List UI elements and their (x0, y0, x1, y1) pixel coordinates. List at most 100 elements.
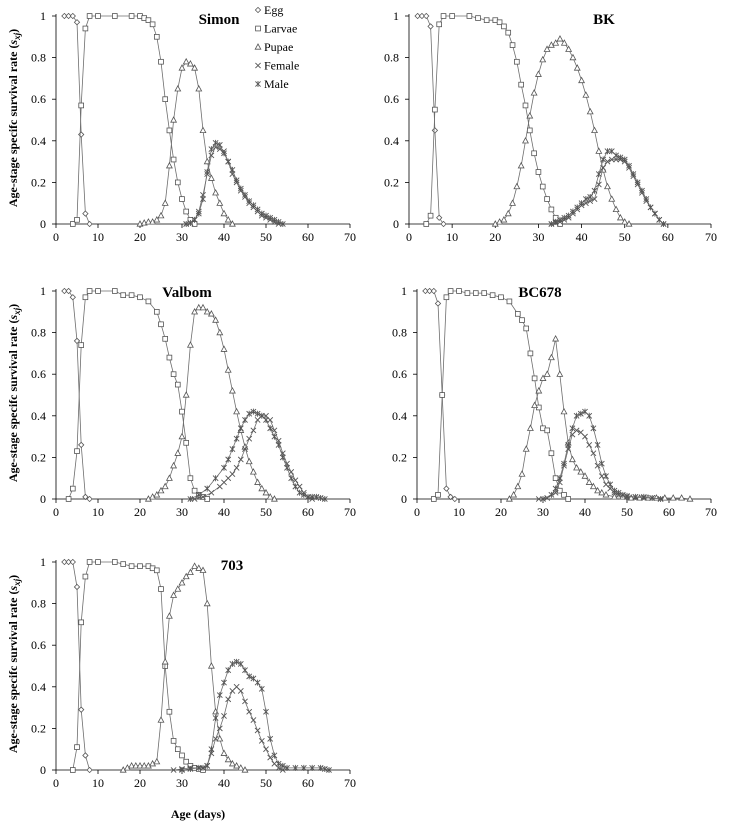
data-point-pupae (195, 84, 203, 92)
data-point-female (604, 158, 611, 165)
series-egg (414, 12, 447, 228)
data-point-female (242, 698, 248, 705)
data-point-larvae (548, 206, 555, 213)
data-point-male (604, 148, 611, 155)
data-point-female (573, 427, 580, 434)
x-tick-label: 60 (302, 776, 314, 790)
data-point-male (617, 154, 624, 161)
data-point-pupae (199, 566, 207, 573)
y-tick-label: 1 (40, 9, 46, 23)
data-point-pupae (186, 59, 194, 67)
data-point-female (246, 435, 253, 442)
data-point-pupae (585, 478, 593, 485)
data-point-larvae (174, 381, 181, 388)
data-point-female (535, 496, 542, 502)
data-point-pupae (610, 493, 618, 500)
data-point-pupae (534, 70, 542, 77)
data-point-pupae (621, 218, 629, 225)
data-point-egg (423, 12, 430, 20)
legend-label: Male (264, 77, 289, 91)
legend-item-female: Female (255, 59, 299, 73)
data-point-larvae (179, 408, 185, 415)
data-point-male (557, 216, 563, 223)
data-point-female (237, 456, 244, 463)
data-point-larvae (183, 440, 190, 446)
data-point-larvae (514, 58, 520, 65)
series-larvae (423, 13, 563, 227)
data-point-male (313, 493, 320, 500)
y-tick-label: 0.4 (31, 134, 46, 148)
x-tick-label: 0 (53, 230, 59, 244)
series-pupae (491, 35, 633, 227)
data-point-pupae (602, 490, 610, 498)
data-point-egg (69, 12, 76, 20)
data-point-pupae (165, 474, 173, 481)
data-point-female (267, 754, 274, 761)
data-point-larvae (128, 563, 135, 569)
data-point-pupae (136, 761, 144, 769)
legend-marker-female (255, 62, 261, 69)
data-point-male (200, 196, 206, 203)
data-point-larvae (423, 221, 430, 227)
data-point-larvae (496, 19, 503, 26)
y-tick-label: 1 (393, 9, 399, 23)
data-point-pupae (228, 759, 236, 767)
data-point-larvae (515, 311, 521, 317)
data-point-male (565, 441, 572, 448)
data-point-larvae (501, 23, 507, 30)
data-point-larvae (86, 13, 93, 19)
data-point-male (326, 767, 332, 773)
data-point-female (225, 696, 232, 703)
y-tick-label: 0.6 (392, 367, 407, 381)
data-point-male (233, 177, 240, 184)
data-point-pupae (186, 341, 194, 348)
data-point-male (237, 185, 244, 192)
data-point-larvae (565, 496, 571, 502)
data-point-pupae (686, 495, 694, 502)
data-point-egg (82, 752, 89, 759)
data-point-egg (82, 210, 89, 217)
chart-title: 703 (221, 558, 244, 574)
data-point-male (267, 425, 274, 432)
x-tick-label: 30 (176, 505, 188, 519)
data-point-male (263, 708, 269, 715)
series-line-egg (417, 15, 444, 225)
data-point-male (317, 764, 324, 771)
data-point-male (263, 416, 269, 423)
data-point-pupae (237, 764, 245, 771)
data-point-pupae (245, 457, 253, 465)
data-point-male (179, 767, 185, 773)
data-point-larvae (519, 317, 525, 323)
data-point-male (288, 475, 295, 482)
data-point-male (296, 489, 303, 496)
data-point-male (284, 764, 290, 771)
legend-marker-larvae (255, 25, 261, 32)
data-point-male (611, 487, 618, 494)
data-point-male (300, 764, 307, 771)
x-tick-label: 60 (662, 230, 674, 244)
data-point-larvae (149, 21, 156, 28)
data-point-pupae (233, 761, 241, 769)
data-point-pupae (535, 386, 543, 394)
data-point-egg (73, 337, 81, 345)
data-point-larvae (170, 371, 177, 377)
x-tick-label: 60 (663, 505, 675, 519)
data-point-pupae (578, 76, 586, 84)
data-point-larvae (145, 17, 152, 23)
series-egg (61, 558, 93, 774)
data-point-pupae (161, 482, 169, 490)
data-point-male (626, 162, 632, 169)
x-tick-label: 50 (260, 776, 272, 790)
data-point-larvae (443, 294, 450, 301)
data-point-pupae (195, 303, 203, 311)
data-point-male (587, 193, 594, 200)
data-point-pupae (212, 316, 220, 323)
data-point-pupae (560, 407, 568, 415)
data-point-larvae (78, 619, 85, 626)
data-point-female (590, 450, 597, 457)
data-point-male (225, 158, 232, 165)
data-point-male (267, 735, 274, 742)
data-point-pupae (526, 424, 534, 431)
series-line-pupae (509, 338, 691, 500)
data-point-larvae (535, 169, 542, 175)
